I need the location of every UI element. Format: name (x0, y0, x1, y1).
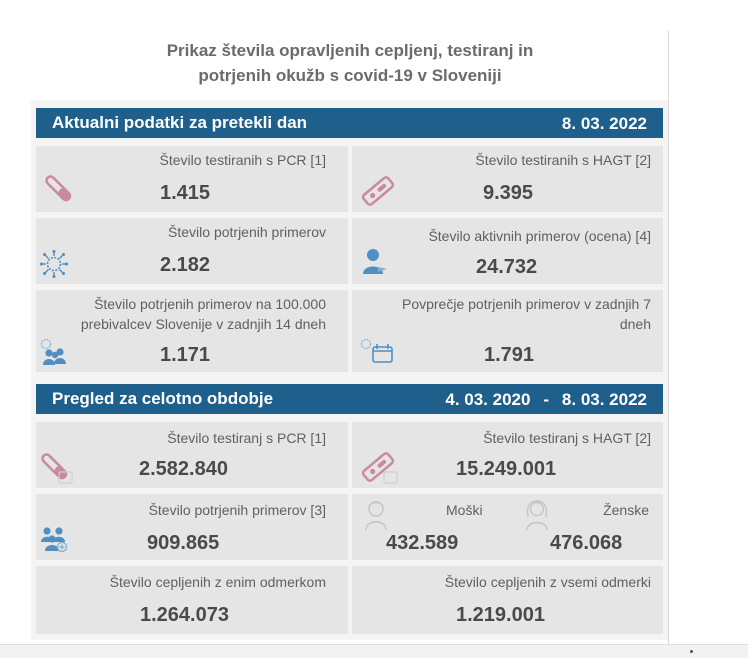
daily-date: 8. 03. 2022 (561, 114, 647, 133)
period-date-dash: - (543, 390, 550, 409)
test-tube-icon (45, 175, 72, 202)
daily-hagt-label: Število testiranih s HAGT [2] (475, 152, 651, 168)
active-person-icon (363, 249, 387, 274)
daily-heading: Aktualni podatki za pretekli dan (52, 113, 308, 132)
title-line-2: potrjenih okužb s covid-19 v Sloveniji (198, 66, 502, 85)
daily-pcr-label: Število testiranih s PCR [1] (159, 152, 326, 168)
test-tube-icon (41, 453, 73, 484)
period-pcr-value: 2.582.840 (139, 458, 228, 480)
rapid-test-icon (361, 452, 398, 484)
one-dose-value: 1.264.073 (140, 604, 229, 626)
daily-confirmed-value: 2.182 (160, 254, 211, 276)
period-all-doses-card: Število cepljenih z vsemi odmerki 1.219.… (352, 566, 663, 634)
period-hagt-card: Število testiranj s HAGT [2] 15.249.001 (352, 422, 663, 488)
daily-pcr-card: Število testiranih s PCR [1] 1.415 (36, 146, 348, 212)
male-value: 432.589 (386, 532, 459, 554)
period-date-to: 8. 03. 2022 (561, 390, 647, 409)
female-icon (526, 500, 548, 531)
period-header: Pregled za celotno obdobje 4. 03. 2020 -… (36, 384, 663, 414)
daily-hagt-card: Število testiranih s HAGT [2] 9.395 (352, 146, 663, 212)
daily-confirmed-label: Število potrjenih primerov (168, 224, 326, 240)
male-label: Moški (446, 502, 483, 518)
daily-per100k-label-line1: Število potrjenih primerov na 100.000 (94, 296, 326, 312)
title-line-1: Prikaz števila opravljenih cepljenj, tes… (166, 41, 534, 60)
daily-per100k-card: Število potrjenih primerov na 100.000 pr… (36, 290, 348, 372)
people-virus-icon (40, 338, 66, 365)
period-pcr-card: Število testiranj s PCR [1] 2.582.840 (36, 422, 348, 488)
female-label: Ženske (603, 502, 649, 518)
calendar-icon (360, 338, 393, 363)
period-heading: Pregled za celotno obdobje (52, 389, 274, 408)
one-dose-label: Število cepljenih z enim odmerkom (109, 574, 326, 590)
daily-active-value: 24.732 (476, 256, 538, 278)
daily-per100k-value: 1.171 (160, 344, 211, 366)
period-confirmed-value: 909.865 (147, 532, 220, 554)
period-dates: 4. 03. 2020 - 8. 03. 2022 (445, 390, 647, 410)
virus-icon (40, 250, 68, 278)
daily-avg7-label: Povprečje potrjenih primerov v zadnjih 7… (402, 294, 651, 334)
period-confirmed-label: Število potrjenih primerov [3] (148, 502, 326, 518)
all-doses-value: 1.219.001 (456, 604, 545, 626)
all-doses-label: Število cepljenih z vsemi odmerki (444, 574, 651, 590)
period-gender-card: Moški 432.589 Ženske 476.068 (352, 494, 663, 560)
period-one-dose-card: Število cepljenih z enim odmerkom 1.264.… (36, 566, 348, 634)
people-plus-icon (41, 527, 68, 553)
scroll-dot (690, 650, 693, 653)
page-divider (668, 30, 669, 650)
daily-avg7-card: Povprečje potrjenih primerov v zadnjih 7… (352, 290, 663, 372)
bottom-scrollbar[interactable] (0, 644, 748, 658)
period-confirmed-card: Število potrjenih primerov [3] 909.865 (36, 494, 348, 560)
daily-active-label: Število aktivnih primerov (ocena) [4] (428, 228, 651, 244)
rapid-test-icon (361, 176, 395, 206)
period-hagt-value: 15.249.001 (456, 458, 557, 480)
daily-per100k-label-line2: prebivalcev Slovenije v zadnjih 14 dneh (80, 316, 326, 332)
daily-per100k-label: Število potrjenih primerov na 100.000 pr… (81, 294, 326, 334)
daily-avg7-value: 1.791 (484, 344, 535, 366)
female-value: 476.068 (550, 532, 623, 554)
daily-confirmed-card: Število potrjenih primerov 2.182 (36, 218, 348, 284)
period-hagt-label: Število testiranj s HAGT [2] (483, 430, 651, 446)
daily-hagt-value: 9.395 (483, 182, 534, 204)
daily-header: Aktualni podatki za pretekli dan 8. 03. … (36, 108, 663, 138)
period-pcr-label: Število testiranj s PCR [1] (167, 430, 326, 446)
page-title: Prikaz števila opravljenih cepljenj, tes… (30, 38, 670, 88)
daily-avg7-label-line1: Povprečje potrjenih primerov v zadnjih 7 (401, 296, 651, 312)
daily-avg7-label-line2: dneh (619, 316, 651, 332)
period-date-from: 4. 03. 2020 (445, 390, 531, 409)
daily-active-card: Število aktivnih primerov (ocena) [4] 24… (352, 218, 663, 284)
daily-pcr-value: 1.415 (160, 182, 211, 204)
male-icon (365, 501, 387, 531)
